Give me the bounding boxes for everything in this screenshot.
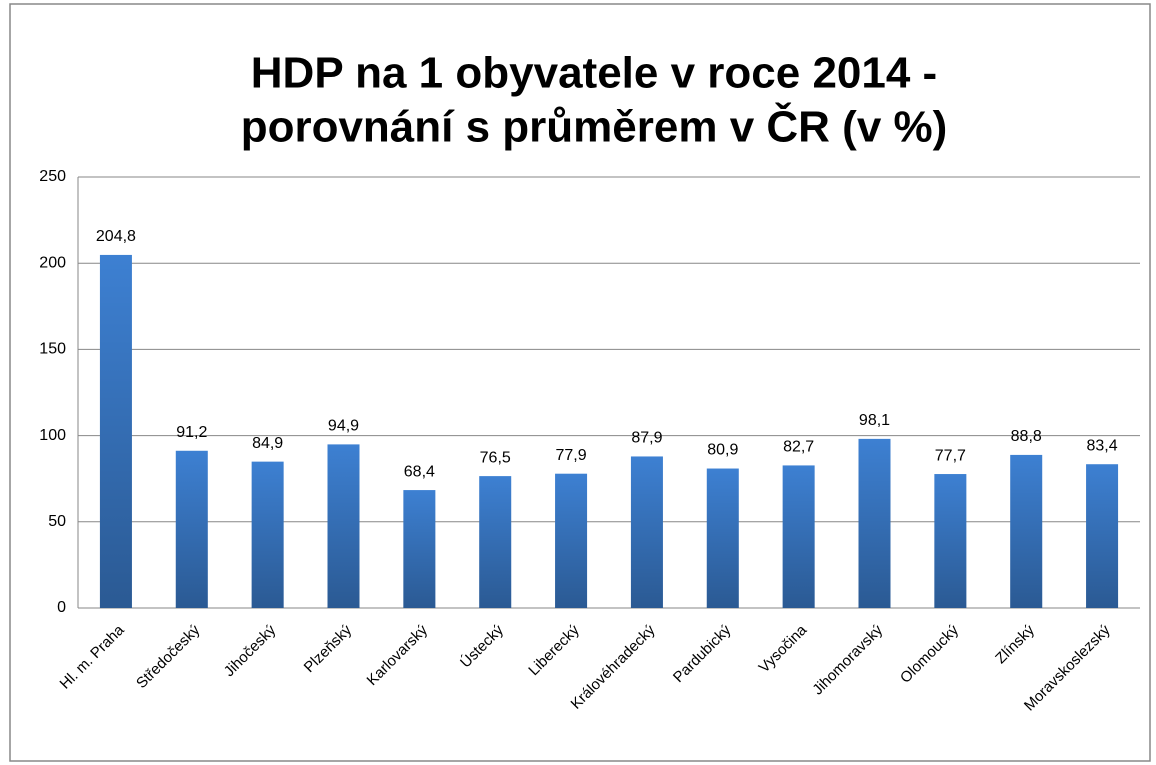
y-tick-label: 150 bbox=[39, 341, 66, 358]
value-label: 204,8 bbox=[96, 228, 136, 245]
bar-shade bbox=[706, 468, 739, 608]
bar-shade bbox=[175, 450, 208, 608]
chart-border bbox=[9, 3, 1151, 762]
bar-shade bbox=[403, 490, 436, 608]
y-tick-label: 0 bbox=[57, 599, 66, 616]
bar-shade bbox=[99, 254, 132, 608]
bar-shade bbox=[555, 473, 588, 608]
value-label: 84,9 bbox=[252, 435, 283, 452]
value-label: 82,7 bbox=[783, 439, 814, 456]
chart-title: HDP na 1 obyvatele v roce 2014 - bbox=[251, 49, 937, 98]
value-label: 68,4 bbox=[404, 463, 435, 480]
value-label: 76,5 bbox=[480, 449, 511, 466]
bar-shade bbox=[934, 474, 967, 608]
value-label: 98,1 bbox=[859, 412, 890, 429]
bar-shade bbox=[1086, 464, 1119, 608]
value-label: 77,9 bbox=[556, 447, 587, 464]
y-tick-label: 250 bbox=[39, 168, 66, 185]
value-label: 94,9 bbox=[328, 418, 359, 435]
y-tick-label: 50 bbox=[48, 513, 66, 530]
value-label: 80,9 bbox=[707, 442, 738, 459]
value-label: 91,2 bbox=[176, 424, 207, 441]
y-tick-label: 200 bbox=[39, 254, 66, 271]
value-label: 87,9 bbox=[631, 430, 662, 447]
y-tick-label: 100 bbox=[39, 427, 66, 444]
value-label: 83,4 bbox=[1087, 437, 1118, 454]
bar-shade bbox=[479, 476, 512, 608]
bar-shade bbox=[858, 438, 891, 608]
bar-shade bbox=[327, 444, 360, 608]
bar-shade bbox=[630, 456, 663, 608]
bar-shade bbox=[1010, 454, 1043, 608]
bar-shade bbox=[782, 465, 815, 608]
value-label: 77,7 bbox=[935, 447, 966, 464]
bar-shade bbox=[251, 461, 284, 608]
value-label: 88,8 bbox=[1011, 428, 1042, 445]
chart-title: porovnání s průměrem v ČR (v %) bbox=[241, 101, 948, 152]
